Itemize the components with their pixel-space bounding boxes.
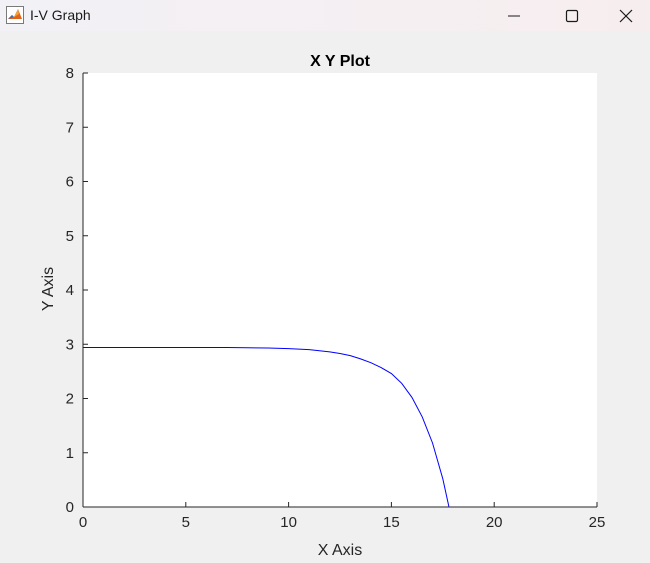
y-tick-label: 5 — [66, 228, 74, 245]
y-tick-label: 1 — [66, 445, 74, 462]
series-line-0[interactable] — [83, 347, 450, 508]
y-tick-label: 6 — [66, 174, 74, 191]
x-tick-label: 0 — [79, 514, 87, 531]
x-tick-label: 10 — [280, 514, 297, 531]
y-tick-label: 8 — [66, 65, 74, 82]
title-bar[interactable]: I-V Graph — [0, 0, 650, 31]
x-tick-label: 5 — [182, 514, 190, 531]
y-tick-label: 4 — [66, 282, 74, 299]
y-tick-label: 0 — [66, 499, 74, 516]
x-axis-label: X Axis — [318, 542, 362, 559]
y-tick-label: 2 — [66, 391, 74, 408]
minimize-icon — [508, 15, 520, 16]
close-button[interactable] — [601, 0, 650, 31]
x-tick-label: 15 — [383, 514, 400, 531]
xy-plot-chart[interactable]: 0 5 10 15 20 25 0 1 2 3 4 5 6 7 8 X Y Plot X Axis Y Ax… — [0, 31, 650, 563]
maximize-icon — [565, 9, 579, 22]
x-tick-label: 20 — [486, 514, 503, 531]
y-tick-label: 7 — [66, 119, 74, 136]
y-axis-label: Y Axis — [40, 267, 57, 311]
matlab-icon — [6, 6, 24, 24]
window-title: I-V Graph — [30, 7, 91, 23]
x-tick-label: 25 — [589, 514, 606, 531]
minimize-button[interactable] — [485, 0, 543, 31]
axes-background[interactable] — [83, 73, 597, 507]
chart-title: X Y Plot — [310, 53, 371, 70]
y-tick-label: 3 — [66, 336, 74, 353]
maximize-button[interactable] — [543, 0, 601, 31]
figure-canvas[interactable]: 0 5 10 15 20 25 0 1 2 3 4 5 6 7 8 X Y Plot X Axis Y Ax… — [0, 31, 650, 563]
close-icon — [619, 9, 632, 22]
